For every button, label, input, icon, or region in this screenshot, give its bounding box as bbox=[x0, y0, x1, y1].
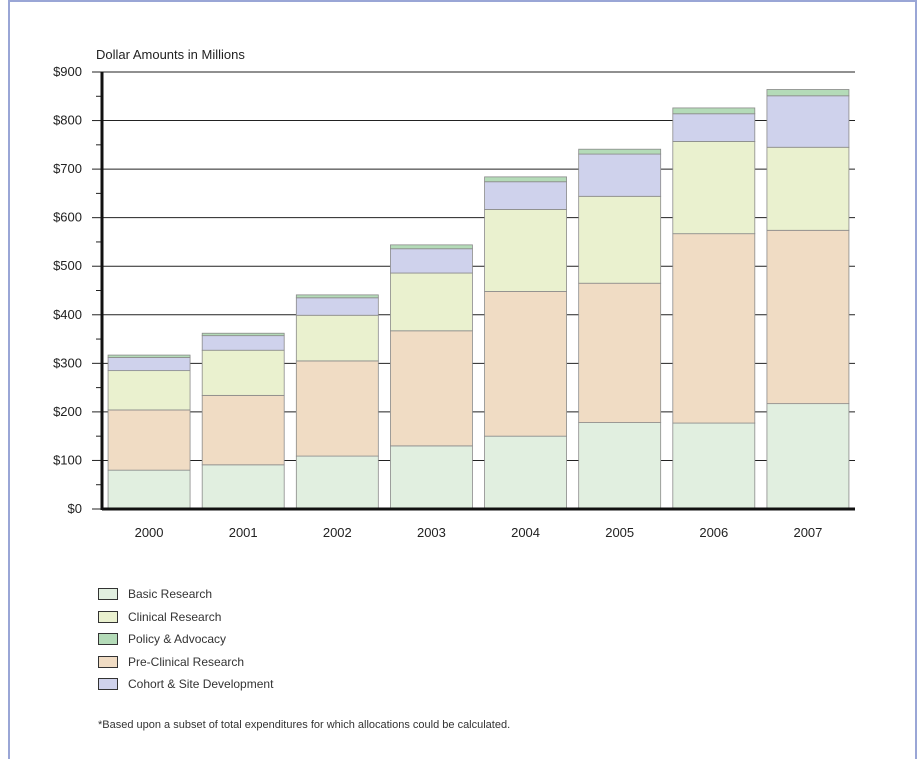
bar-segment bbox=[201, 394, 285, 466]
bar-segment bbox=[672, 422, 756, 510]
x-tick-label: 2004 bbox=[511, 525, 540, 540]
bar-stack-2001 bbox=[201, 332, 285, 510]
bar-segment bbox=[578, 195, 662, 284]
bar-segment bbox=[107, 409, 191, 471]
y-tick-label: $100 bbox=[53, 452, 82, 467]
bar-segment bbox=[295, 360, 379, 457]
bar-stack-2005 bbox=[578, 148, 662, 510]
legend-item-clinical-research: Clinical Research bbox=[98, 606, 273, 629]
y-tick-label: $200 bbox=[53, 404, 82, 419]
bar-segment bbox=[578, 153, 662, 197]
legend-item-basic-research: Basic Research bbox=[98, 583, 273, 606]
bar-segment bbox=[390, 244, 473, 250]
x-tick-label: 2001 bbox=[229, 525, 258, 540]
legend-item-policy-advocacy: Policy & Advocacy bbox=[98, 628, 273, 651]
bar-segment bbox=[484, 291, 567, 437]
legend-swatch bbox=[98, 633, 118, 646]
bar-segment bbox=[107, 354, 191, 358]
bar-segment bbox=[201, 349, 285, 396]
legend-swatch bbox=[98, 588, 118, 601]
legend-label: Pre-Clinical Research bbox=[128, 654, 245, 669]
bar-segment bbox=[766, 89, 850, 97]
bar-segment bbox=[201, 332, 285, 337]
y-tick-label: $600 bbox=[53, 210, 82, 225]
bar-segment bbox=[390, 248, 473, 274]
bar-segment bbox=[672, 233, 756, 424]
stacked-bar-chart: Dollar Amounts in Millions $0 $100 $200 $30… bbox=[53, 47, 855, 540]
bar-segment bbox=[295, 314, 379, 362]
bar-stack-2003 bbox=[390, 244, 473, 510]
bar-segment bbox=[390, 272, 473, 332]
bar-segment bbox=[672, 113, 756, 142]
bar-stack-2006 bbox=[672, 107, 756, 510]
bars bbox=[107, 89, 850, 510]
y-axis-title: Dollar Amounts in Millions bbox=[96, 47, 245, 62]
legend: Basic Research Clinical Research Policy … bbox=[98, 583, 273, 696]
bar-segment bbox=[766, 229, 850, 405]
bar-stack-2004 bbox=[484, 176, 567, 510]
bar-segment bbox=[578, 422, 662, 510]
bar-segment bbox=[766, 146, 850, 231]
y-tick-label: $700 bbox=[53, 161, 82, 176]
bar-segment bbox=[578, 148, 662, 155]
bar-segment bbox=[107, 370, 191, 411]
legend-label: Cohort & Site Development bbox=[128, 677, 274, 692]
legend-swatch bbox=[98, 655, 118, 668]
bar-segment bbox=[390, 445, 473, 510]
bar-segment bbox=[672, 141, 756, 235]
legend-item-cohort-site-development: Cohort & Site Development bbox=[98, 673, 273, 696]
bar-segment bbox=[766, 403, 850, 510]
bar-segment bbox=[295, 455, 379, 510]
x-tick-label: 2002 bbox=[323, 525, 352, 540]
bar-segment bbox=[484, 181, 567, 210]
bar-segment bbox=[672, 107, 756, 115]
x-tick-label: 2006 bbox=[699, 525, 728, 540]
x-tick-label: 2003 bbox=[417, 525, 446, 540]
y-tick-label: $800 bbox=[53, 113, 82, 128]
x-tick-label: 2005 bbox=[605, 525, 634, 540]
bar-segment bbox=[107, 357, 191, 372]
bar-segment bbox=[484, 209, 567, 292]
y-tick-label: $500 bbox=[53, 258, 82, 273]
bar-segment bbox=[107, 469, 191, 510]
bar-segment bbox=[295, 294, 379, 299]
bar-segment bbox=[578, 282, 662, 423]
bar-segment bbox=[201, 335, 285, 351]
bar-stack-2002 bbox=[295, 294, 379, 510]
y-tick-label: $0 bbox=[68, 501, 82, 516]
bar-segment bbox=[766, 95, 850, 148]
bar-stack-2007 bbox=[766, 89, 850, 510]
legend-label: Basic Research bbox=[128, 587, 213, 602]
legend-swatch bbox=[98, 610, 118, 623]
x-tick-label: 2007 bbox=[793, 525, 822, 540]
legend-label: Clinical Research bbox=[128, 609, 222, 624]
bar-segment bbox=[484, 435, 567, 510]
y-tick-label: $900 bbox=[53, 64, 82, 79]
bar-segment bbox=[295, 297, 379, 316]
y-tick-label: $300 bbox=[53, 355, 82, 370]
x-tick-label: 2000 bbox=[135, 525, 164, 540]
axes: $0 $100 $200 $300 $400 $500 $600 $700 $800 $900 20… bbox=[53, 64, 855, 540]
footnote: *Based upon a subset of total expenditur… bbox=[98, 719, 511, 731]
bar-segment bbox=[390, 330, 473, 447]
chart-frame bbox=[8, 0, 917, 759]
y-tick-label: $400 bbox=[53, 307, 82, 322]
legend-item-pre-clinical-research: Pre-Clinical Research bbox=[98, 651, 273, 674]
legend-label: Policy & Advocacy bbox=[128, 632, 227, 647]
bar-segment bbox=[484, 176, 567, 183]
bar-segment bbox=[201, 464, 285, 510]
legend-swatch bbox=[98, 678, 118, 691]
bar-stack-2000 bbox=[107, 354, 191, 510]
